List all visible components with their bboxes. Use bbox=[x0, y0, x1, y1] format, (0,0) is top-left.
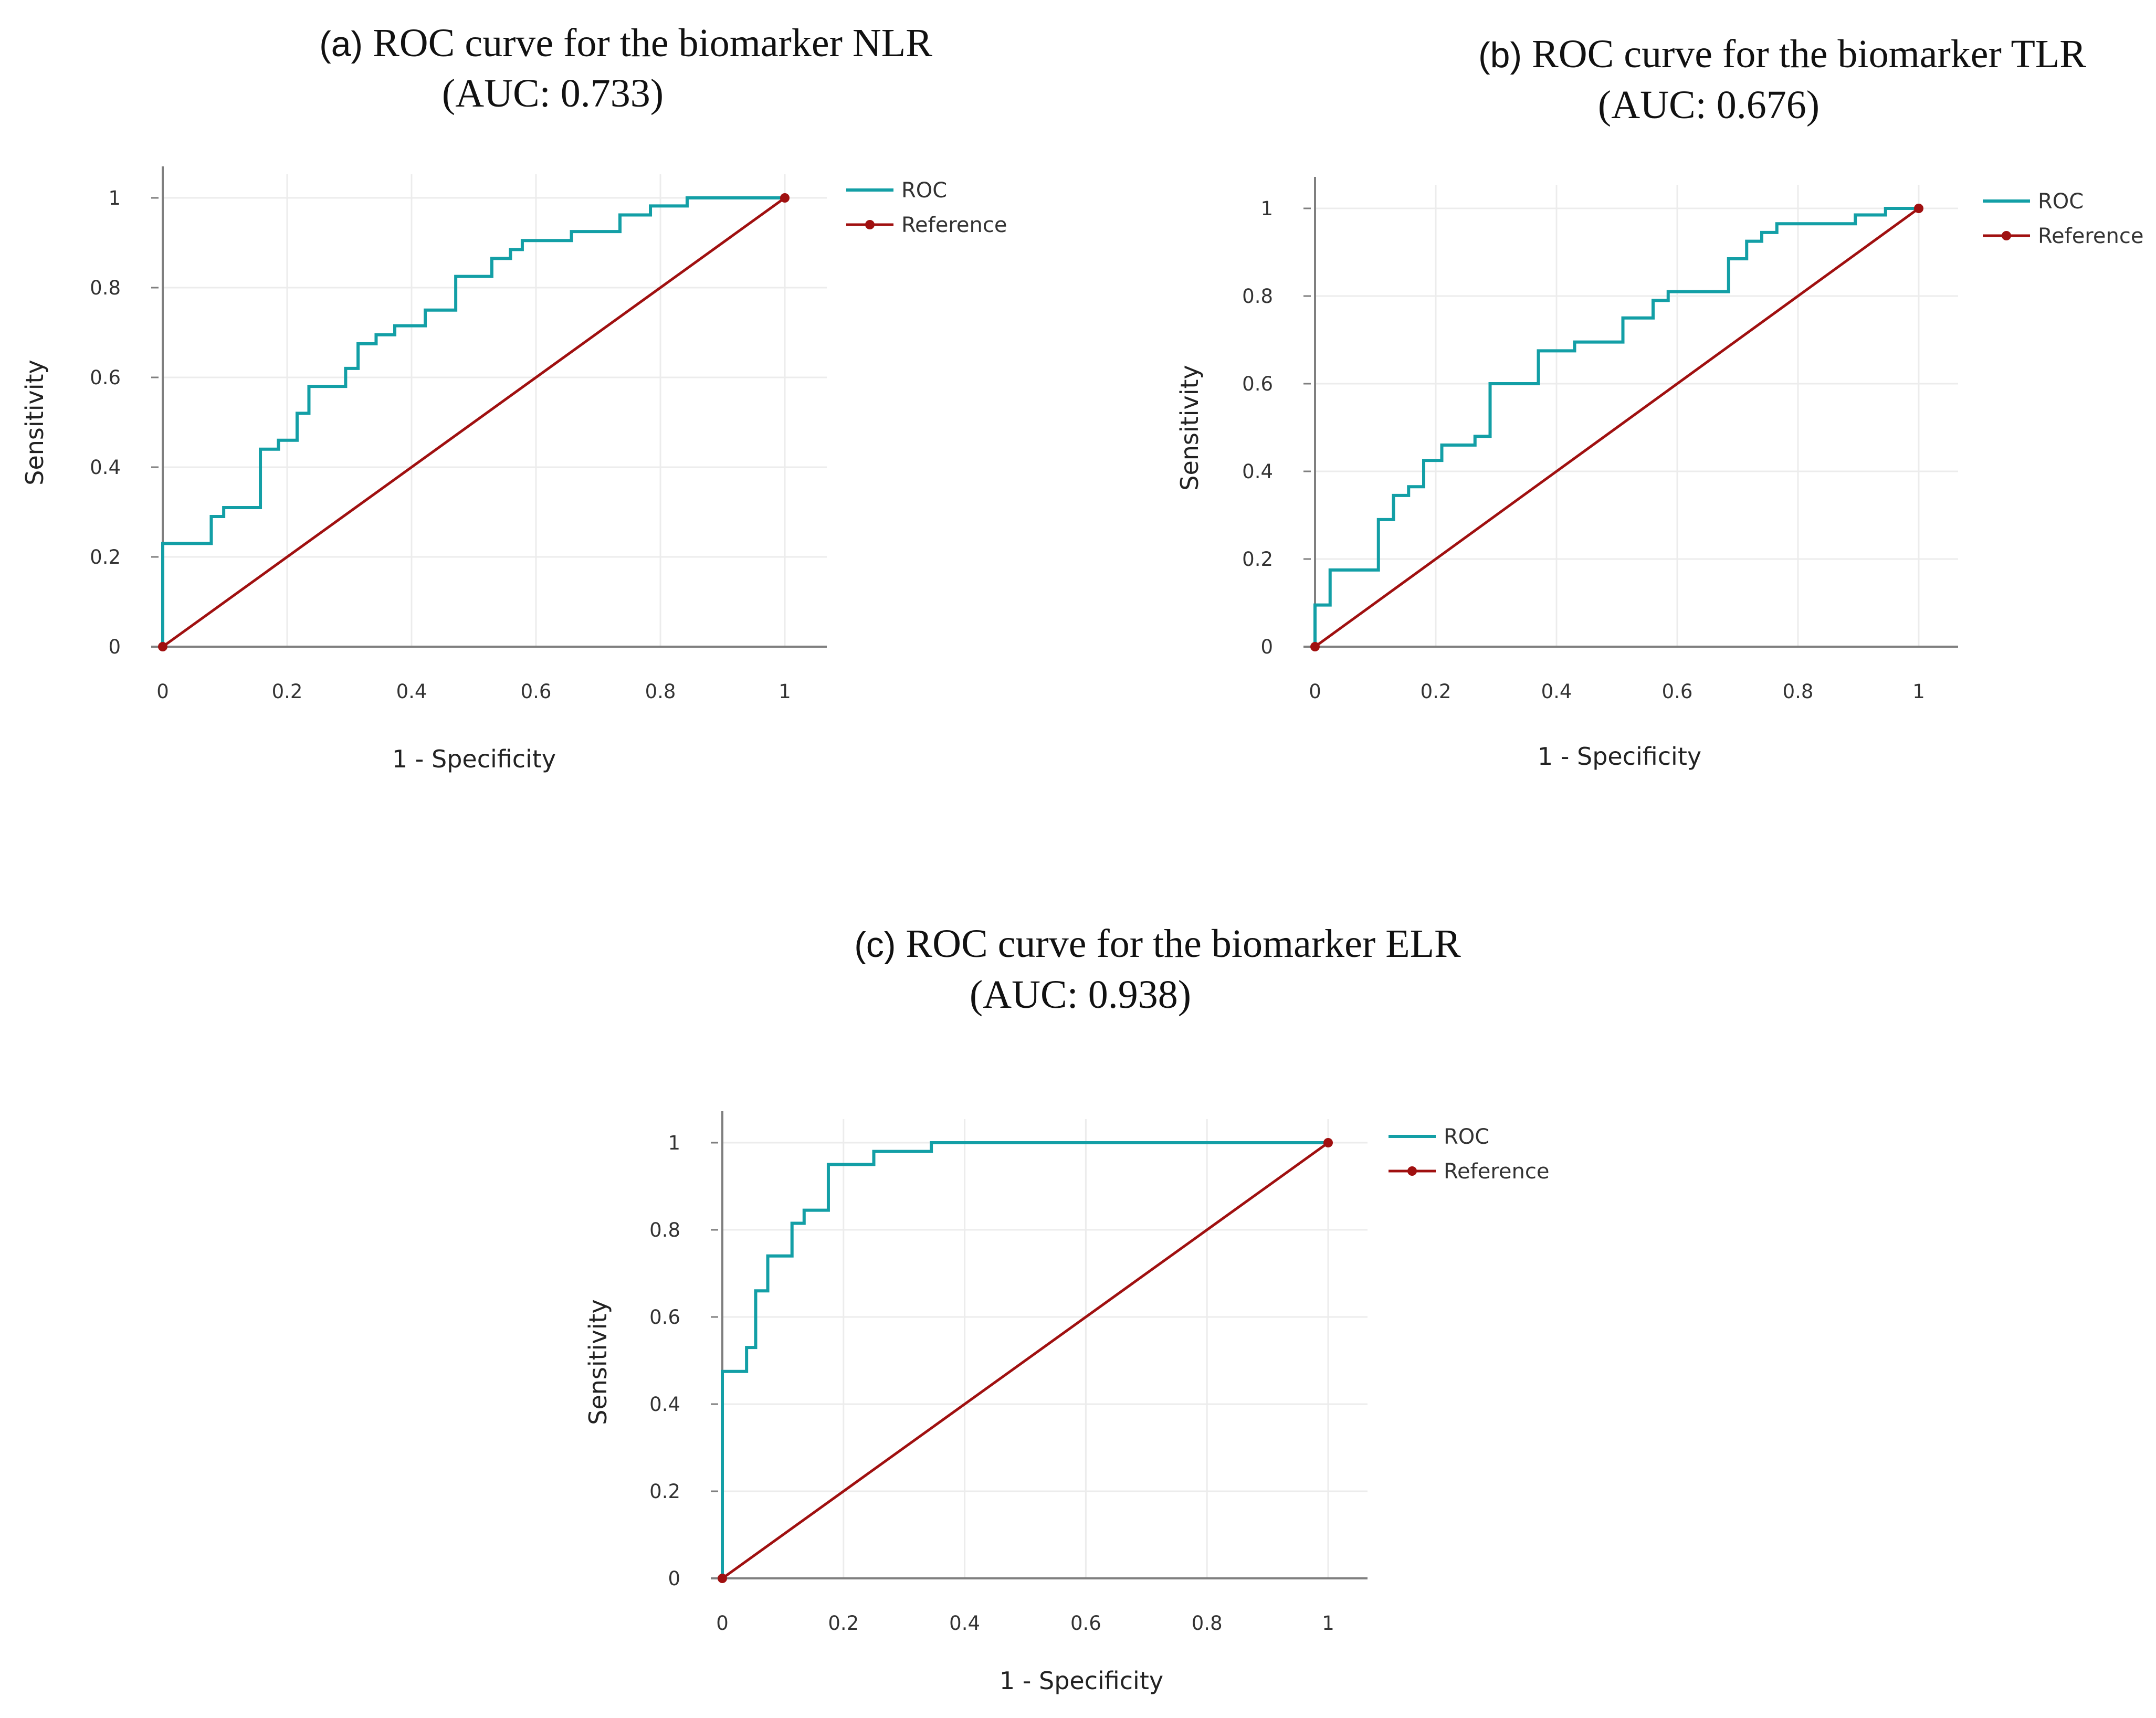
y-tick-label: 0.2 bbox=[90, 546, 121, 568]
chart-title: (a) ROC curve for the biomarker NLR bbox=[319, 21, 932, 65]
legend-roc-label: ROC bbox=[1444, 1125, 1489, 1149]
legend-reference-label: Reference bbox=[901, 213, 1007, 237]
panel-label: (b) bbox=[1478, 35, 1532, 75]
chart-title-text: ROC curve for the biomarker TLR bbox=[1532, 32, 2086, 76]
y-tick-label: 0.8 bbox=[649, 1219, 680, 1241]
x-tick-label: 0.6 bbox=[1070, 1612, 1101, 1635]
reference-point bbox=[1323, 1138, 1333, 1147]
chart-subtitle: (AUC: 0.733) bbox=[442, 71, 664, 115]
y-tick-label: 0.2 bbox=[1242, 548, 1273, 571]
y-tick-label: 1 bbox=[668, 1132, 680, 1154]
x-tick-label: 0 bbox=[1309, 680, 1321, 703]
y-tick-label: 1 bbox=[1260, 197, 1273, 220]
chart-title: (c) ROC curve for the biomarker ELR bbox=[854, 922, 1461, 966]
x-tick-label: 0 bbox=[156, 680, 169, 703]
y-tick-label: 0.6 bbox=[90, 366, 121, 389]
chart-title: (b) ROC curve for the biomarker TLR bbox=[1478, 32, 2086, 76]
x-tick-label: 0.4 bbox=[396, 680, 427, 703]
reference-point bbox=[1310, 642, 1320, 651]
y-tick-label: 0.4 bbox=[649, 1393, 680, 1416]
x-tick-label: 0.6 bbox=[1662, 680, 1693, 703]
y-tick-label: 0.4 bbox=[1242, 460, 1273, 483]
reference-line bbox=[162, 196, 786, 648]
x-tick-label: 0.8 bbox=[645, 680, 676, 703]
y-tick-label: 0.8 bbox=[90, 277, 121, 299]
x-tick-label: 0.6 bbox=[521, 680, 552, 703]
legend-reference-marker bbox=[1407, 1166, 1417, 1176]
y-tick-label: 0 bbox=[108, 636, 121, 658]
y-tick-label: 0.8 bbox=[1242, 285, 1273, 308]
x-tick-label: 0.8 bbox=[1192, 1612, 1223, 1635]
x-tick-label: 0 bbox=[716, 1612, 729, 1635]
x-tick-label: 0.8 bbox=[1783, 680, 1814, 703]
reference-point bbox=[158, 642, 167, 651]
chart-subtitle: (AUC: 0.676) bbox=[1598, 83, 1820, 127]
y-tick-label: 0 bbox=[1260, 636, 1273, 658]
reference-line bbox=[721, 1141, 1329, 1580]
y-tick-label: 0.6 bbox=[1242, 373, 1273, 395]
y-axis-label: Sensitivity bbox=[20, 360, 49, 485]
chart-title-text: ROC curve for the biomarker ELR bbox=[906, 922, 1461, 966]
roc-curve bbox=[1313, 207, 1919, 647]
x-tick-label: 0.4 bbox=[1541, 680, 1572, 703]
legend-reference-label: Reference bbox=[1444, 1160, 1549, 1184]
x-tick-label: 1 bbox=[779, 680, 791, 703]
y-tick-label: 0.6 bbox=[649, 1306, 680, 1329]
reference-line bbox=[1314, 207, 1920, 648]
roc-curve bbox=[161, 196, 785, 647]
y-axis-label: Sensitivity bbox=[584, 1299, 612, 1425]
y-tick-label: 0.4 bbox=[90, 456, 121, 479]
chart-subtitle: (AUC: 0.938) bbox=[970, 973, 1191, 1017]
x-tick-label: 0.2 bbox=[828, 1612, 859, 1635]
legend-reference-marker bbox=[2002, 231, 2011, 240]
x-tick-label: 1 bbox=[1322, 1612, 1334, 1635]
x-tick-label: 1 bbox=[1912, 680, 1925, 703]
chart-panel-1: (b) ROC curve for the biomarker TLR (AUC:… bbox=[1175, 32, 2143, 771]
chart-panel-0: (a) ROC curve for the biomarker NLR (AUC:… bbox=[20, 21, 1007, 773]
x-tick-label: 0.4 bbox=[949, 1612, 980, 1635]
y-tick-label: 0.2 bbox=[649, 1480, 680, 1503]
chart-title-text: ROC curve for the biomarker NLR bbox=[373, 21, 932, 65]
reference-point bbox=[718, 1574, 727, 1583]
legend-reference-marker bbox=[865, 220, 875, 229]
chart-panel-2: (c) ROC curve for the biomarker ELR (AUC:… bbox=[584, 922, 1549, 1695]
legend-roc-label: ROC bbox=[2038, 189, 2084, 214]
x-axis-label: 1 - Specificity bbox=[392, 745, 556, 773]
legend-roc-label: ROC bbox=[901, 178, 947, 203]
reference-point bbox=[1914, 204, 1923, 213]
panel-label: (c) bbox=[854, 925, 906, 965]
reference-point bbox=[780, 193, 790, 203]
x-axis-label: 1 - Specificity bbox=[1538, 742, 1701, 771]
y-tick-label: 1 bbox=[108, 187, 121, 209]
legend-reference-label: Reference bbox=[2038, 224, 2143, 248]
panel-label: (a) bbox=[319, 24, 373, 64]
roc-curve bbox=[721, 1141, 1328, 1578]
x-axis-label: 1 - Specificity bbox=[1000, 1667, 1163, 1695]
x-tick-label: 0.2 bbox=[272, 680, 303, 703]
x-tick-label: 0.2 bbox=[1421, 680, 1452, 703]
y-axis-label: Sensitivity bbox=[1175, 365, 1204, 490]
y-tick-label: 0 bbox=[668, 1567, 680, 1590]
